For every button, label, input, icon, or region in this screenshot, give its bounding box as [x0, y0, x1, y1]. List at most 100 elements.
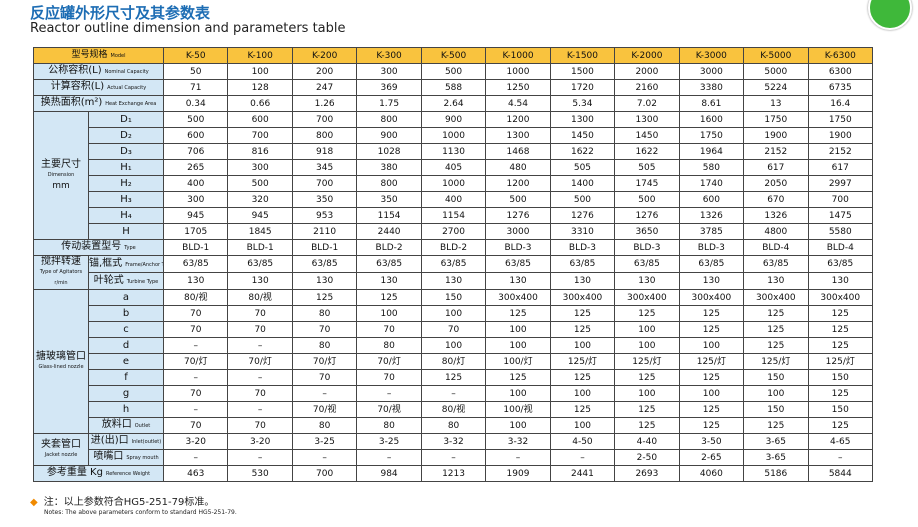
note: ◆ 注：以上参数符合HG5-251-79标准。	[30, 493, 214, 508]
row: 公称容积(L) Nominal Capacity 50 100 200 300 500 100…	[33, 63, 874, 80]
cell: 369	[356, 79, 422, 96]
cell: 125	[743, 417, 809, 434]
cell: 617	[807, 159, 874, 176]
label-zh: g	[122, 387, 130, 399]
label-zh: D₁	[120, 113, 132, 125]
cell: 3785	[678, 223, 745, 240]
cell: 1745	[614, 175, 680, 192]
cell: 2997	[807, 175, 874, 192]
cell: 1.26	[291, 95, 358, 112]
row: d – –80 80 100 100 100 100 100 125 125	[34, 337, 874, 354]
cell: 300x400	[549, 289, 616, 306]
label-zh: 传动装置型号	[61, 241, 122, 252]
cell: 130	[614, 272, 680, 290]
cell: 706	[162, 143, 229, 160]
cell: 125	[678, 305, 745, 322]
cell: 700	[291, 175, 358, 192]
sub-label: b	[88, 305, 164, 322]
cell: 984	[356, 465, 422, 482]
cell: 70/灯	[162, 353, 229, 370]
cell: 3380	[678, 79, 745, 96]
subtitle: Reactor outline dimension and parameters…	[30, 21, 346, 36]
cell: –	[807, 449, 874, 466]
label-zh: c	[123, 323, 129, 335]
cell: 70/视	[356, 401, 422, 418]
group-zh: 夹套管口	[41, 438, 81, 450]
cell: –	[291, 385, 358, 402]
cell: 2160	[614, 79, 680, 96]
label-zh: d	[122, 339, 130, 351]
cell: 130	[356, 272, 422, 290]
group-unit: mm	[52, 181, 70, 191]
cell: BLD-3	[614, 239, 680, 256]
cell: BLD-1	[291, 239, 358, 256]
cell: 300	[227, 159, 293, 176]
cell: 125/灯	[678, 353, 745, 370]
label-zh: H₁	[120, 161, 132, 173]
cell: 50	[162, 63, 229, 80]
label-zh: 喷嘴口	[93, 451, 124, 462]
note-zh: 注：以上参数符合HG5-251-79标准。	[43, 497, 215, 508]
sub-label: D₁	[88, 111, 164, 128]
sub-label: D₂	[88, 127, 164, 144]
cell: –	[227, 401, 293, 418]
row-label: 参考重量 Kg Reference Weight	[33, 465, 164, 482]
cell: 900	[356, 127, 422, 144]
cell: 1000	[485, 63, 551, 80]
cell: 345	[291, 159, 358, 176]
cell: 125	[549, 305, 616, 322]
cell: 63/85	[162, 255, 229, 273]
cell: 600	[227, 111, 293, 128]
cell: 3000	[678, 63, 745, 80]
cell: 350	[356, 191, 422, 208]
cell: 130	[162, 272, 229, 290]
cell: 800	[356, 111, 422, 128]
cell: 63/85	[485, 255, 551, 273]
cell: 0.34	[162, 95, 229, 112]
cell: 2000	[614, 63, 680, 80]
cell: 125	[807, 305, 874, 322]
cell: 3310	[549, 223, 616, 240]
cell: 300	[356, 63, 422, 80]
cell: 70	[162, 385, 229, 402]
model: K-100	[227, 47, 293, 64]
header-row: 型号规格 Model K-50 K-100 K-200 K-300 K-500 K-1000 K…	[33, 47, 874, 64]
row: h – –70/视 70/视 80/视 100/视 125 125 125 150 150	[34, 401, 874, 418]
cell: 100	[614, 385, 680, 402]
cell: 2-50	[614, 449, 680, 466]
row: H₃ 300 320 350 350 400 500 500 500 600 670 700	[34, 191, 874, 208]
cell: 945	[227, 207, 293, 224]
cell: 80	[291, 305, 358, 322]
group-label: 夹套管口 Jacket nozzle	[33, 433, 89, 466]
cell: 1705	[162, 223, 229, 240]
cell: –	[549, 449, 616, 466]
group-en: Type of Agitators	[39, 269, 83, 275]
cell: 100	[420, 305, 487, 322]
cell: –	[291, 449, 358, 466]
cell: 100	[485, 337, 551, 354]
cell: 1909	[485, 465, 551, 482]
group-unit: r/min	[54, 280, 68, 286]
sub-label: f	[88, 369, 164, 386]
cell: 100	[678, 337, 745, 354]
floating-button[interactable]	[868, 0, 912, 30]
sub-label: H₁	[88, 159, 164, 176]
row-label: 计算容积(L) Actual Capacity	[33, 79, 164, 96]
cell: –	[162, 401, 229, 418]
cell: 1468	[485, 143, 551, 160]
cell: 125	[291, 289, 358, 306]
group-en: Dimension	[47, 172, 75, 178]
cell: 13	[743, 95, 809, 112]
cell: 200	[291, 63, 358, 80]
cell: 130	[549, 272, 616, 290]
cell: 480	[485, 159, 551, 176]
cell: 70/灯	[356, 353, 422, 370]
cell: 1028	[356, 143, 422, 160]
row: H₄ 945 945 953 1154 1154 1276 1276 1276 1326 1326 1…	[34, 207, 874, 224]
cell: BLD-3	[485, 239, 551, 256]
cell: 125	[743, 305, 809, 322]
cell: 1130	[420, 143, 487, 160]
cell: 1276	[485, 207, 551, 224]
